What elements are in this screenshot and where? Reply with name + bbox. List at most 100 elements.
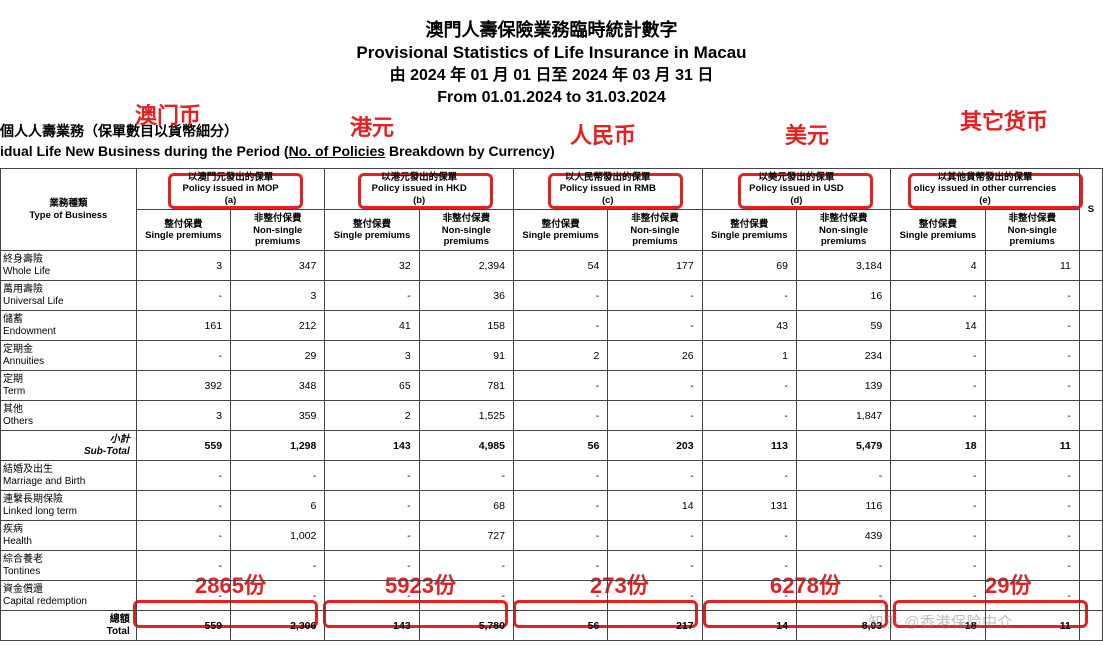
policies-table: 業務種類Type of Business 以澳門元發出的保單Policy iss… <box>0 168 1103 641</box>
cell-value: 161 <box>136 311 230 341</box>
cell-value: - <box>608 551 702 581</box>
cell-value: 3 <box>231 281 325 311</box>
cell-edge <box>1079 431 1102 461</box>
cell-value: 4,985 <box>419 431 513 461</box>
cell-value: 11 <box>985 251 1079 281</box>
cell-value: - <box>608 311 702 341</box>
title-zh: 澳門人壽保險業務臨時統計數字 <box>0 18 1103 42</box>
cell-value: - <box>796 461 890 491</box>
cell-value: - <box>136 521 230 551</box>
anno-label-hkd: 港元 <box>350 110 394 142</box>
table-row: 資金償還Capital redemption---------- <box>1 581 1103 611</box>
th-oth-single: 整付保費Single premiums <box>891 210 985 251</box>
cell-value: 559 <box>136 431 230 461</box>
table-row: 終身壽險Whole Life3347322,39454177693,184411 <box>1 251 1103 281</box>
cell-value: - <box>325 461 419 491</box>
cell-value: 2,394 <box>419 251 513 281</box>
table-row: 其他Others335921,525---1,847-- <box>1 401 1103 431</box>
cell-value: - <box>796 581 890 611</box>
cell-value: - <box>985 371 1079 401</box>
cell-value: 158 <box>419 311 513 341</box>
cell-value: - <box>608 461 702 491</box>
row-label: 定期Term <box>1 371 137 401</box>
cell-value: - <box>891 371 985 401</box>
cell-value: 359 <box>231 401 325 431</box>
cell-edge <box>1079 401 1102 431</box>
cell-value: 212 <box>231 311 325 341</box>
row-label: 總額Total <box>1 611 137 641</box>
cell-value: - <box>136 581 230 611</box>
cell-value: 439 <box>796 521 890 551</box>
cell-value: 203 <box>608 431 702 461</box>
th-rmb-nonsingle: 非整付保費Non-single premiums <box>608 210 702 251</box>
th-hkd: 以港元發出的保單Policy issued in HKD(b) <box>325 169 514 210</box>
cell-value: - <box>796 551 890 581</box>
cell-value: 3,184 <box>796 251 890 281</box>
cell-value: - <box>136 461 230 491</box>
cell-value: 131 <box>702 491 796 521</box>
cell-value: - <box>985 491 1079 521</box>
cell-value: 347 <box>231 251 325 281</box>
cell-value: - <box>513 281 607 311</box>
cell-value: 1 <box>702 341 796 371</box>
cell-value: - <box>985 521 1079 551</box>
cell-value: - <box>891 581 985 611</box>
table-row: 定期Term39234865781---139-- <box>1 371 1103 401</box>
cell-value: - <box>891 551 985 581</box>
cell-value: - <box>513 371 607 401</box>
row-label: 萬用壽險Universal Life <box>1 281 137 311</box>
cell-value: 5,780 <box>419 611 513 641</box>
cell-value: - <box>513 401 607 431</box>
cell-value: 14 <box>608 491 702 521</box>
cell-value: 113 <box>702 431 796 461</box>
cell-value: - <box>231 461 325 491</box>
row-label: 定期金Annuities <box>1 341 137 371</box>
cell-value: - <box>231 581 325 611</box>
cell-value: - <box>608 281 702 311</box>
cell-value: - <box>702 581 796 611</box>
cell-edge <box>1079 521 1102 551</box>
th-other: 以其他貨幣發出的保單olicy issued in other currenci… <box>891 169 1080 210</box>
cell-value: - <box>608 371 702 401</box>
cell-value: - <box>985 311 1079 341</box>
cell-value: 1,847 <box>796 401 890 431</box>
cell-edge <box>1079 281 1102 311</box>
row-label: 資金償還Capital redemption <box>1 581 137 611</box>
row-label: 連繫長期保險Linked long term <box>1 491 137 521</box>
cell-value: 18 <box>891 611 985 641</box>
cell-value: 116 <box>796 491 890 521</box>
cell-value: 559 <box>136 611 230 641</box>
anno-label-mop: 澳门币 <box>135 98 201 130</box>
th-usd-nonsingle: 非整付保費Non-single premiums <box>796 210 890 251</box>
policies-table-wrap: 業務種類Type of Business 以澳門元發出的保單Policy iss… <box>0 168 1103 641</box>
row-label: 結婚及出生Marriage and Birth <box>1 461 137 491</box>
section-heading: 個人人壽業務（保單數目以貨幣細分） idual Life New Busines… <box>0 122 555 161</box>
row-label: 綜合養老Tontines <box>1 551 137 581</box>
anno-label-usd: 美元 <box>785 118 829 150</box>
cell-value: - <box>985 341 1079 371</box>
cell-value: 4 <box>891 251 985 281</box>
cell-value: - <box>136 491 230 521</box>
cell-value: - <box>891 401 985 431</box>
cell-value: 14 <box>702 611 796 641</box>
cell-value: 8,03 <box>796 611 890 641</box>
cell-value: 2,306 <box>231 611 325 641</box>
cell-value: - <box>702 461 796 491</box>
cell-value: - <box>419 461 513 491</box>
cell-value: - <box>985 551 1079 581</box>
date-range-zh: 由 2024 年 01 月 01 日至 2024 年 03 月 31 日 <box>0 65 1103 87</box>
cell-value: - <box>231 551 325 581</box>
table-row: 儲蓄Endowment16121241158--435914- <box>1 311 1103 341</box>
cell-value: - <box>513 491 607 521</box>
table-row: 疾病Health-1,002-727---439-- <box>1 521 1103 551</box>
cell-value: 29 <box>231 341 325 371</box>
th-mop-single: 整付保費Single premiums <box>136 210 230 251</box>
cell-value: - <box>513 521 607 551</box>
cell-value: 392 <box>136 371 230 401</box>
cell-value: - <box>702 371 796 401</box>
cell-value: 32 <box>325 251 419 281</box>
cell-value: 11 <box>985 431 1079 461</box>
cell-value: 1,298 <box>231 431 325 461</box>
cell-value: - <box>891 521 985 551</box>
cell-value: - <box>608 581 702 611</box>
